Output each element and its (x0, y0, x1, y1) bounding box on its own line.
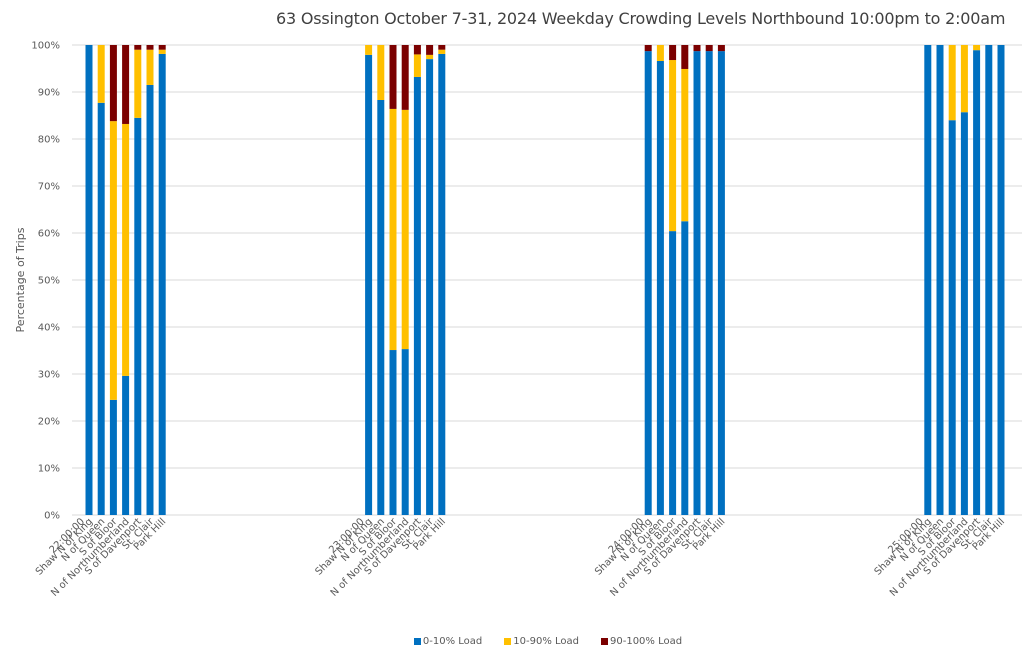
bar-segment-0-10-load (681, 221, 689, 515)
y-tick-labels: 0% 10% 20% 30% 40% 50% 60% 70% 80% 90% 100% (31, 41, 60, 522)
y-tick-label: 30% (38, 370, 60, 381)
y-tick-label: 50% (38, 276, 60, 287)
bar-segment-0-10-load (146, 84, 154, 515)
bar-segment-10-90-load (973, 45, 981, 51)
bar-segment-90-100-load (426, 45, 434, 55)
bar-segment-10-90-load (438, 49, 446, 54)
bar-segment-0-10-load (705, 51, 713, 516)
bar-segment-10-90-load (401, 109, 409, 350)
bar-segment-0-10-load (158, 53, 166, 516)
bar-segment-0-10-load (997, 45, 1005, 515)
y-tick-label: 100% (31, 41, 60, 52)
bar-segment-10-90-load (681, 68, 689, 222)
legend: 0-10% Load 10-90% Load 90-100% Load (0, 636, 1024, 647)
bar-segment-0-10-load (97, 102, 105, 515)
bar-segment-90-100-load (413, 45, 421, 55)
y-tick-label: 0% (44, 511, 60, 522)
bar-segment-0-10-load (936, 45, 944, 515)
bar-segment-90-100-load (122, 45, 130, 124)
bar-segment-90-100-load (644, 45, 652, 52)
y-tick-label: 10% (38, 464, 60, 475)
bar-segment-0-10-load (377, 99, 385, 516)
bar-segment-0-10-load (924, 45, 932, 515)
bar-segment-90-100-load (401, 45, 409, 110)
bar-segment-0-10-load (389, 350, 397, 515)
y-tick-label: 20% (38, 417, 60, 428)
y-tick-label: 90% (38, 88, 60, 99)
bar-segment-90-100-load (717, 45, 725, 52)
bar-segment-10-90-load (158, 49, 166, 54)
bar-segment-0-10-load (973, 50, 981, 516)
bars (85, 45, 1005, 516)
bar-segment-10-90-load (146, 49, 154, 85)
bar-segment-90-100-load (109, 45, 117, 122)
bar-segment-10-90-load (365, 45, 373, 55)
bar-segment-0-10-load (656, 60, 664, 515)
y-axis-title: Percentage of Trips (14, 227, 27, 332)
bar-segment-0-10-load (948, 120, 956, 515)
chart-title: 63 Ossington October 7-31, 2024 Weekday … (276, 9, 1006, 28)
bar-segment-0-10-load (122, 375, 130, 515)
bar-segment-10-90-load (426, 54, 434, 60)
bar-segment-0-10-load (693, 51, 701, 516)
bar-segment-0-10-load (669, 231, 677, 515)
bar-segment-10-90-load (656, 45, 664, 61)
bar-segment-0-10-load (717, 51, 725, 516)
bar-segment-90-100-load (681, 45, 689, 69)
legend-item-10-90: 10-90% Load (504, 636, 579, 647)
bar-segment-90-100-load (146, 45, 154, 50)
bar-segment-0-10-load (134, 117, 142, 515)
y-tick-label: 80% (38, 135, 60, 146)
legend-label-10-90: 10-90% Load (513, 636, 579, 647)
bar-segment-0-10-load (365, 54, 373, 516)
y-tick-label: 60% (38, 229, 60, 240)
bar-segment-10-90-load (109, 121, 117, 400)
legend-item-90-100: 90-100% Load (601, 636, 682, 647)
bar-segment-10-90-load (960, 45, 968, 113)
bar-segment-10-90-load (97, 45, 105, 103)
bar-segment-0-10-load (644, 51, 652, 516)
gridlines (72, 44, 1022, 516)
bar-segment-10-90-load (948, 45, 956, 121)
bar-segment-90-100-load (693, 45, 701, 52)
legend-swatch-0-10 (413, 638, 421, 645)
legend-label-0-10: 0-10% Load (422, 636, 483, 647)
bar-segment-0-10-load (985, 45, 993, 515)
bar-segment-0-10-load (438, 53, 446, 516)
bar-segment-0-10-load (109, 399, 117, 515)
bar-segment-90-100-load (438, 45, 446, 50)
bar-segment-0-10-load (85, 45, 93, 515)
legend-item-0-10: 0-10% Load (413, 636, 483, 647)
bar-segment-90-100-load (134, 45, 142, 50)
bar-segment-0-10-load (960, 112, 968, 516)
bar-segment-10-90-load (669, 60, 677, 232)
bar-segment-10-90-load (134, 49, 142, 118)
legend-label-90-100: 90-100% Load (610, 636, 683, 647)
bar-segment-10-90-load (377, 45, 385, 100)
bar-segment-10-90-load (122, 123, 130, 376)
legend-swatch-10-90 (504, 638, 512, 645)
bar-segment-90-100-load (389, 45, 397, 109)
bar-segment-90-100-load (158, 45, 166, 50)
bar-segment-90-100-load (669, 45, 677, 61)
bar-segment-0-10-load (401, 349, 409, 515)
bar-segment-10-90-load (389, 108, 397, 351)
bar-segment-0-10-load (426, 59, 434, 515)
bar-segment-10-90-load (413, 54, 421, 77)
bar-segment-0-10-load (413, 76, 421, 516)
y-tick-label: 70% (38, 182, 60, 193)
bar-segment-90-100-load (705, 45, 713, 52)
y-tick-label: 40% (38, 323, 60, 334)
legend-swatch-90-100 (601, 638, 608, 645)
